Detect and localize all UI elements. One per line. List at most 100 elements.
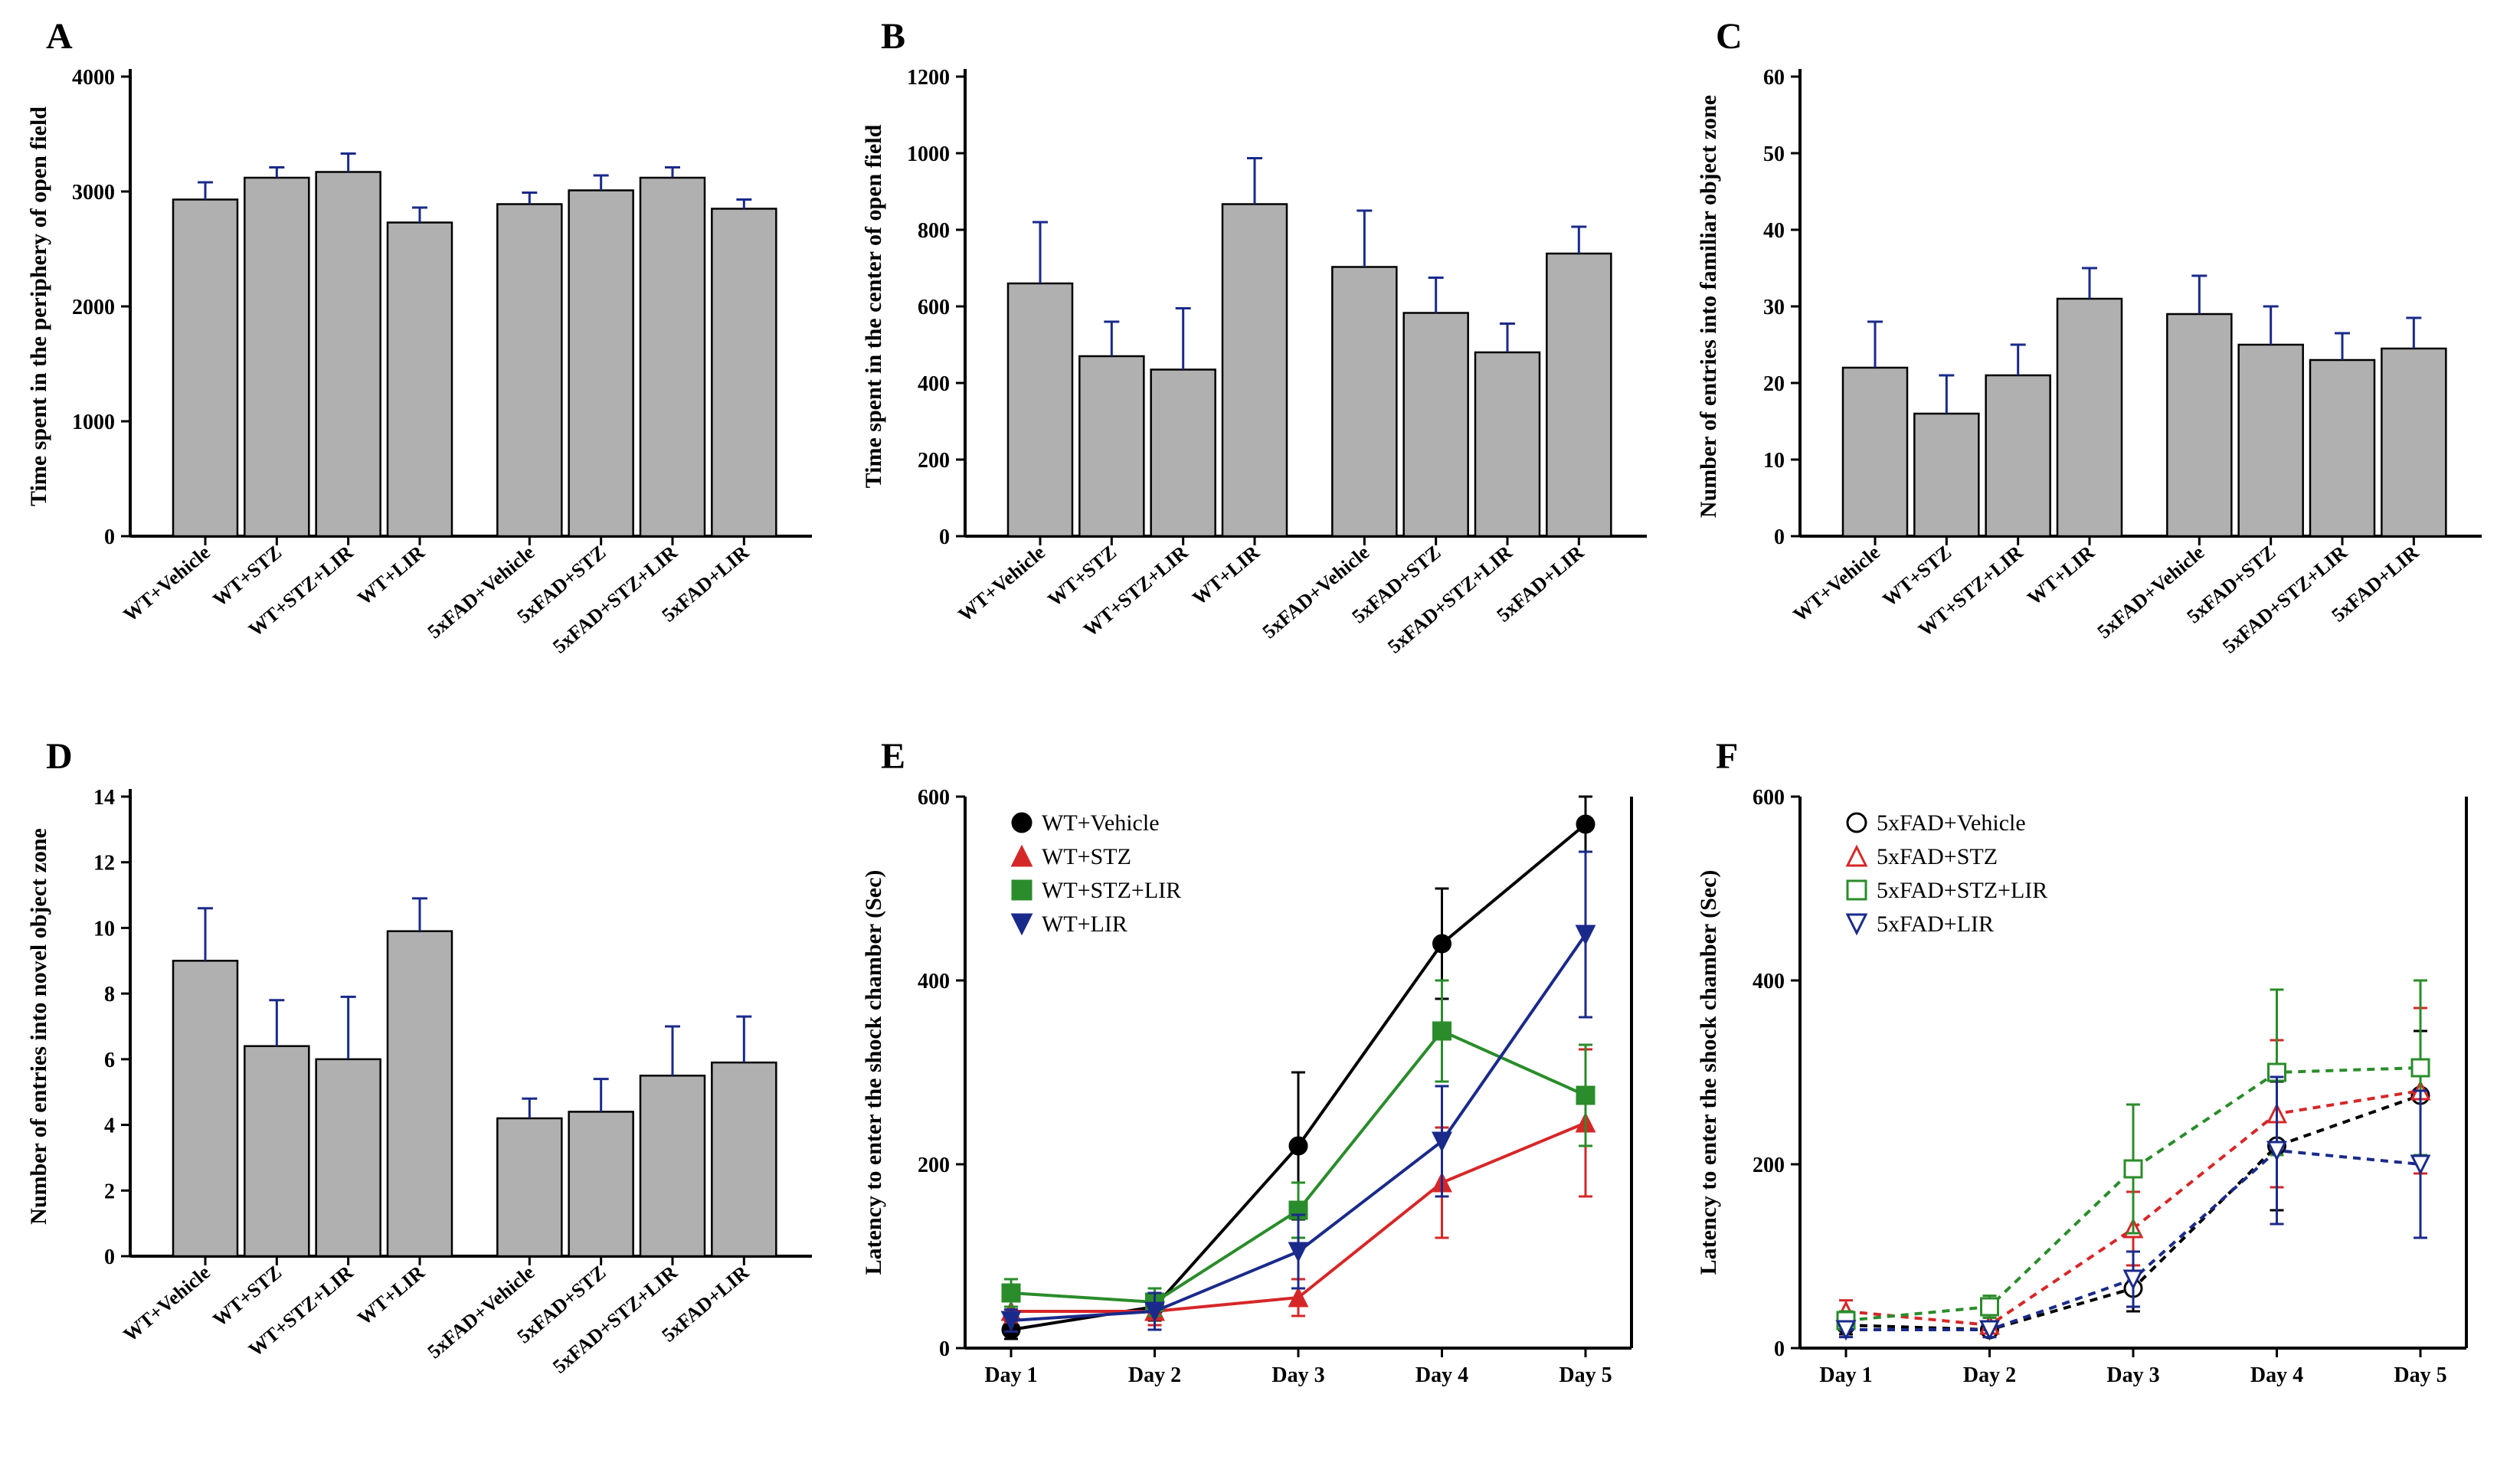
xlabel-5xFAD+Vehicle: 5xFAD+Vehicle (424, 1261, 539, 1363)
svg-text:8: 8 (104, 983, 115, 1006)
svg-text:800: 800 (918, 219, 950, 243)
xlabel-WT+Vehicle: WT+Vehicle (1789, 541, 1883, 626)
svg-text:0: 0 (104, 1245, 115, 1269)
xlabel-WT+LIR: WT+LIR (353, 541, 429, 609)
panel-letter-D: D (46, 735, 73, 777)
bar-5xFAD+LIR (712, 1062, 776, 1256)
xlabel-WT+Vehicle: WT+Vehicle (119, 541, 214, 626)
svg-text:40: 40 (1763, 219, 1785, 243)
svg-text:Day 2: Day 2 (1128, 1363, 1181, 1387)
svg-text:Day 2: Day 2 (1963, 1363, 2016, 1387)
xlabel-WT+Vehicle: WT+Vehicle (954, 541, 1049, 626)
bar-WT+STZ (244, 1046, 309, 1256)
svg-text:2: 2 (104, 1180, 115, 1203)
svg-text:600: 600 (918, 296, 950, 319)
bar-5xFAD+STZ+LIR (640, 1075, 705, 1256)
svg-text:Day 3: Day 3 (1271, 1363, 1324, 1387)
xlabel-5xFAD+Vehicle: 5xFAD+Vehicle (424, 541, 539, 643)
svg-text:400: 400 (1753, 970, 1785, 993)
bar-WT+STZ+LIR (316, 172, 381, 537)
ylabel-A: Time spent in the periphery of open fiel… (26, 106, 51, 506)
panel-letter-F: F (1716, 735, 1738, 777)
legend-item: WT+LIR (1042, 912, 1127, 937)
legend-item: 5xFAD+LIR (1877, 912, 1994, 937)
svg-text:600: 600 (918, 786, 950, 810)
svg-text:0: 0 (939, 1337, 950, 1361)
svg-text:200: 200 (918, 1154, 950, 1177)
ylabel-E: Latency to enter the shock chamber (Sec) (861, 870, 886, 1275)
svg-text:Day 4: Day 4 (2250, 1363, 2303, 1387)
panel-D: 02468101214WT+VehicleWT+STZWT+STZ+LIRWT+… (15, 735, 827, 1440)
svg-text:0: 0 (1774, 525, 1785, 549)
xlabel-5xFAD+STZ+LIR: 5xFAD+STZ+LIR (1383, 541, 1517, 658)
svg-text:2000: 2000 (72, 296, 115, 319)
xlabel-5xFAD+STZ+LIR: 5xFAD+STZ+LIR (2218, 541, 2351, 658)
svg-text:4: 4 (104, 1114, 115, 1138)
panel-wrap-B: B020040060080010001200WT+VehicleWT+STZWT… (850, 15, 1670, 728)
xlabel-5xFAD+STZ+LIR: 5xFAD+STZ+LIR (548, 1261, 682, 1378)
svg-text:600: 600 (1753, 786, 1785, 810)
svg-text:400: 400 (918, 372, 950, 396)
bar-WT+LIR (1222, 205, 1287, 537)
bar-5xFAD+Vehicle (2167, 314, 2231, 536)
svg-text:0: 0 (939, 525, 950, 549)
xlabel-WT+LIR: WT+LIR (2023, 541, 2099, 609)
panel-letter-B: B (881, 15, 905, 57)
svg-text:Day 5: Day 5 (1559, 1363, 1612, 1387)
panel-C: 0102030405060WT+VehicleWT+STZWT+STZ+LIRW… (1685, 15, 2497, 720)
bar-WT+STZ (1914, 414, 1978, 536)
bar-WT+STZ+LIR (1151, 370, 1216, 537)
panel-F: 0200400600Day 1Day 2Day 3Day 4Day 55xFAD… (1685, 735, 2497, 1440)
panel-letter-E: E (881, 735, 905, 777)
xlabel-5xFAD+Vehicle: 5xFAD+Vehicle (2093, 541, 2209, 643)
legend-item: WT+STZ+LIR (1042, 878, 1181, 903)
svg-text:3000: 3000 (72, 181, 115, 205)
legend-F: 5xFAD+Vehicle5xFAD+STZ5xFAD+STZ+LIR5xFAD… (1847, 810, 2047, 937)
legend-item: WT+Vehicle (1042, 810, 1160, 836)
svg-text:Day 4: Day 4 (1415, 1363, 1468, 1387)
panel-B: 020040060080010001200WT+VehicleWT+STZWT+… (850, 15, 1662, 720)
bar-5xFAD+Vehicle (497, 1118, 561, 1256)
panel-wrap-D: D02468101214WT+VehicleWT+STZWT+STZ+LIRWT… (15, 735, 835, 1448)
ylabel-D: Number of entries into novel object zone (26, 828, 51, 1225)
bar-WT+STZ+LIR (316, 1059, 381, 1256)
panel-wrap-C: C0102030405060WT+VehicleWT+STZWT+STZ+LIR… (1685, 15, 2505, 728)
svg-text:1000: 1000 (72, 411, 115, 434)
bar-WT+Vehicle (173, 961, 237, 1256)
xlabel-WT+LIR: WT+LIR (1188, 541, 1264, 609)
svg-text:50: 50 (1763, 142, 1785, 166)
xlabel-5xFAD+STZ+LIR: 5xFAD+STZ+LIR (548, 541, 682, 658)
panel-letter-C: C (1716, 15, 1743, 57)
svg-text:400: 400 (918, 970, 950, 993)
bar-5xFAD+LIR (712, 209, 776, 537)
bar-WT+Vehicle (1843, 368, 1907, 536)
svg-text:0: 0 (1774, 1337, 1785, 1361)
bar-WT+STZ+LIR (1986, 375, 2050, 536)
bar-5xFAD+STZ+LIR (640, 178, 705, 536)
bar-5xFAD+LIR (1546, 254, 1611, 536)
svg-text:60: 60 (1763, 66, 1785, 90)
svg-text:14: 14 (93, 786, 115, 810)
bar-WT+LIR (388, 223, 452, 537)
ylabel-B: Time spent in the center of open field (861, 124, 886, 488)
svg-text:200: 200 (918, 449, 950, 473)
bar-5xFAD+LIR (2381, 349, 2446, 536)
legend-item: WT+STZ (1042, 844, 1131, 869)
legend-item: 5xFAD+STZ (1877, 844, 1998, 869)
legend-E: WT+Vehicle WT+STZ WT+STZ+LIR WT+LIR (1013, 810, 1181, 937)
svg-text:10: 10 (93, 917, 115, 941)
bar-5xFAD+STZ (569, 1111, 633, 1256)
bar-WT+STZ (1079, 356, 1144, 536)
bar-5xFAD+Vehicle (1332, 267, 1396, 537)
panel-E: 0200400600Day 1Day 2Day 3Day 4Day 5WT+Ve… (850, 735, 1662, 1440)
ylabel-C: Number of entries into familiar object z… (1696, 95, 1721, 518)
bar-5xFAD+STZ (2239, 345, 2303, 536)
panel-A: 01000200030004000WT+VehicleWT+STZWT+STZ+… (15, 15, 827, 720)
ylabel-F: Latency to enter the shock chamber (Sec) (1696, 870, 1721, 1275)
xlabel-5xFAD+Vehicle: 5xFAD+Vehicle (1258, 541, 1374, 643)
panel-wrap-E: E0200400600Day 1Day 2Day 3Day 4Day 5WT+V… (850, 735, 1670, 1448)
xlabel-WT+Vehicle: WT+Vehicle (119, 1261, 214, 1346)
bar-5xFAD+STZ+LIR (1475, 352, 1540, 536)
bar-WT+STZ (244, 178, 309, 536)
svg-text:30: 30 (1763, 296, 1785, 319)
